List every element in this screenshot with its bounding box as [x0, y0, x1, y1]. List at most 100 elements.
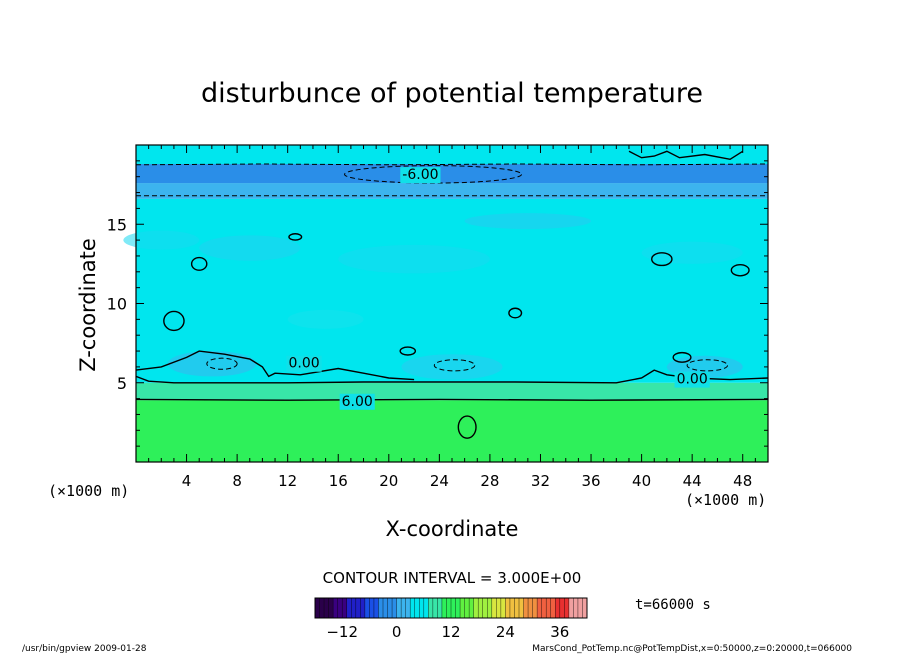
colorbar-cell: [460, 598, 465, 618]
colorbar-tick-labels: −12 0 12 24 36: [326, 623, 569, 641]
colorbar-cell: [473, 598, 479, 618]
footer-right: MarsCond_PotTemp.nc@PotTempDist,x=0:5000…: [532, 644, 852, 654]
colorbar-cell: [559, 598, 565, 618]
contour-label-bg: [400, 167, 441, 184]
colorbar-frame: [314, 597, 588, 619]
colorbar-cell: [482, 598, 488, 618]
colorbar-cell: [582, 598, 588, 618]
colorbar-cell: [342, 598, 348, 618]
heatmap-patch-8: [287, 309, 364, 329]
colorbar-cell: [505, 598, 511, 618]
colorbar-tick-label: 24: [496, 623, 515, 641]
x-unit-right: (×1000 m): [685, 491, 766, 509]
contour-label-bg: [286, 355, 322, 372]
colorbar-cell: [387, 598, 393, 618]
colorbar-cell: [396, 598, 402, 618]
heatmap-band-3: [136, 183, 768, 199]
colorbar-tick-label: 0: [392, 623, 402, 641]
heatmap-patch-0: [123, 230, 200, 250]
contour-line-top-right: [628, 150, 744, 161]
x-tick-label: 16: [329, 472, 348, 490]
x-unit-left: (×1000 m): [48, 482, 129, 500]
colorbar-cell: [509, 598, 515, 618]
colorbar-cell: [405, 598, 411, 618]
y-tick-label: 5: [117, 374, 127, 393]
time-label: t=66000 s: [635, 597, 711, 613]
x-tick-label: 20: [379, 472, 398, 490]
colorbar-cell: [401, 598, 406, 618]
contour-label: -6.00: [402, 167, 438, 183]
y-tick-label: 10: [107, 295, 127, 314]
colorbar-cell: [351, 598, 357, 618]
colorbar-cell: [428, 598, 434, 618]
heatmap-band-2: [136, 198, 768, 383]
x-tick-label: 24: [430, 472, 449, 490]
x-tick-label: 12: [278, 472, 297, 490]
colorbar-cell: [446, 598, 452, 618]
x-tick-label: 36: [581, 472, 600, 490]
colorbar-cell: [487, 598, 493, 618]
footer-left: /usr/bin/gpview 2009-01-28: [22, 644, 147, 654]
colorbar-cell: [478, 598, 484, 618]
x-tick-label: 44: [683, 472, 702, 490]
colorbar-cell: [414, 598, 420, 618]
colorbar-cell: [319, 598, 325, 618]
contour-loop-3: [163, 310, 185, 332]
colorbar-cell: [346, 598, 352, 618]
heatmap-patch-1: [199, 235, 301, 261]
colorbar-cell: [541, 598, 547, 618]
contour-loop-4: [190, 256, 208, 271]
colorbar-cell: [491, 598, 497, 618]
contour-line-minus3-top: [135, 163, 769, 166]
colorbar-cell: [523, 598, 529, 618]
colorbar-cell: [514, 598, 520, 618]
heatmap-band-5: [136, 145, 768, 165]
x-axis-ticks: 4 8 12 16 20 24 28 32 36 40 44 48: [148, 145, 756, 490]
colorbar-cell: [373, 598, 379, 618]
x-tick-label: 28: [480, 472, 499, 490]
x-tick-label: 40: [632, 472, 651, 490]
contour-line-0-upper: [135, 350, 415, 381]
heatmap-patch-3: [464, 213, 592, 230]
colorbar-cell: [333, 598, 338, 618]
contour-line-6: [135, 398, 769, 401]
colorbar-cell: [337, 598, 343, 618]
colorbar-cell: [328, 598, 334, 618]
x-tick-label: 4: [182, 472, 192, 490]
colorbar-cell: [364, 598, 370, 618]
x-tick-label: 8: [232, 472, 242, 490]
colorbar: [314, 597, 588, 619]
contour-label: 0.00: [677, 372, 708, 388]
heatmap-patch-6: [401, 354, 503, 380]
contour-loop-0: [457, 415, 477, 439]
chart-title: disturbunce of potential temperature: [201, 78, 703, 109]
y-axis-ticks: 5 10 15: [107, 160, 768, 447]
colorbar-cell: [360, 598, 366, 618]
colorbar-tick-label: 12: [441, 623, 460, 641]
colorbar-cell: [568, 598, 574, 618]
contour-loop-8: [288, 233, 303, 241]
contour-label-bg: [339, 393, 375, 410]
colorbar-cell: [315, 598, 320, 618]
colorbar-cell: [451, 598, 456, 618]
heatmap-band-1: [136, 382, 768, 401]
colorbar-cell: [496, 598, 502, 618]
contour-label-bg: [674, 371, 710, 388]
colorbar-tick-label: 36: [550, 623, 569, 641]
colorbar-cell: [519, 598, 524, 618]
colorbar-cell: [432, 598, 438, 618]
contour-dashed-loop-1: [433, 359, 476, 372]
colorbar-cell: [577, 598, 583, 618]
plot-area: -6.00 0.00 0.00 6.00: [123, 144, 769, 463]
colorbar-cell: [383, 598, 388, 618]
x-tick-label: 48: [733, 472, 752, 490]
colorbar-tick-label: −12: [326, 623, 358, 641]
contour-loop-6: [508, 307, 523, 319]
colorbar-cell: [537, 598, 542, 618]
contour-label: 6.00: [342, 394, 373, 410]
y-tick-label: 15: [107, 215, 127, 234]
heatmap-band-4: [136, 164, 768, 184]
heatmap-patch-5: [167, 351, 257, 377]
colorbar-cell: [423, 598, 429, 618]
